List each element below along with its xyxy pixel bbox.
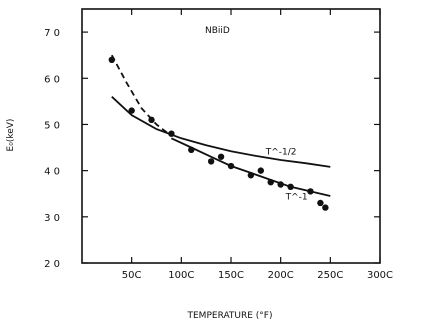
curve-t-1 [171,137,331,197]
chart-annotation: NBiiD [205,26,230,36]
curve-t-1-label: T^-1 [285,192,308,202]
chart-labels: NBiiD TEMPERATURE (°F) E₀(keV) [6,26,273,321]
y-tick-label-4: 4 0 [44,167,60,178]
data-point-3 [168,130,175,137]
data-point-13 [307,188,314,195]
data-points [108,56,329,211]
data-point-15 [322,204,329,211]
curve-t-1-2 [111,96,331,168]
x-tick-label-2500: 250C [317,270,343,281]
y-tick-label-3: 3 0 [44,213,60,224]
data-point-7 [227,162,235,170]
data-point-11 [277,181,284,188]
data-point-6 [217,153,225,160]
data-point-4 [188,146,195,154]
data-point-5 [207,158,215,165]
data-point-0 [108,56,116,63]
y-tick-label-2: 2 0 [44,259,60,270]
x-tick-label-1000: 100C [168,270,194,281]
axis-ticks: 50C 100C 150C 200C 250C 300C 2 0 3 0 4 0 5 0 6 0 7 … [44,9,393,281]
data-point-1 [128,107,135,114]
data-point-8 [247,172,255,179]
data-point-10 [267,178,274,186]
data-point-12 [287,183,294,190]
fit-curves: T^-1/2 T^-1 [111,54,331,202]
curve-t-1-2-label: T^-1/2 [265,147,297,157]
curve-dashed [111,54,172,137]
x-tick-label-2000: 200C [268,270,294,281]
plot-frame [81,8,381,264]
x-tick-label-1500: 150C [218,270,244,281]
data-point-14 [317,199,324,207]
data-point-2 [148,116,155,124]
data-point-9 [257,167,264,174]
y-tick-label-7: 7 0 [44,28,60,39]
x-axis-label: TEMPERATURE (°F) [187,311,273,321]
y-tick-label-6: 6 0 [44,74,60,85]
y-tick-label-5: 5 0 [44,120,60,131]
x-tick-label-500: 50C [122,270,142,281]
y-axis-label: E₀(keV) [6,119,16,152]
x-tick-label-3000: 300C [367,270,393,281]
